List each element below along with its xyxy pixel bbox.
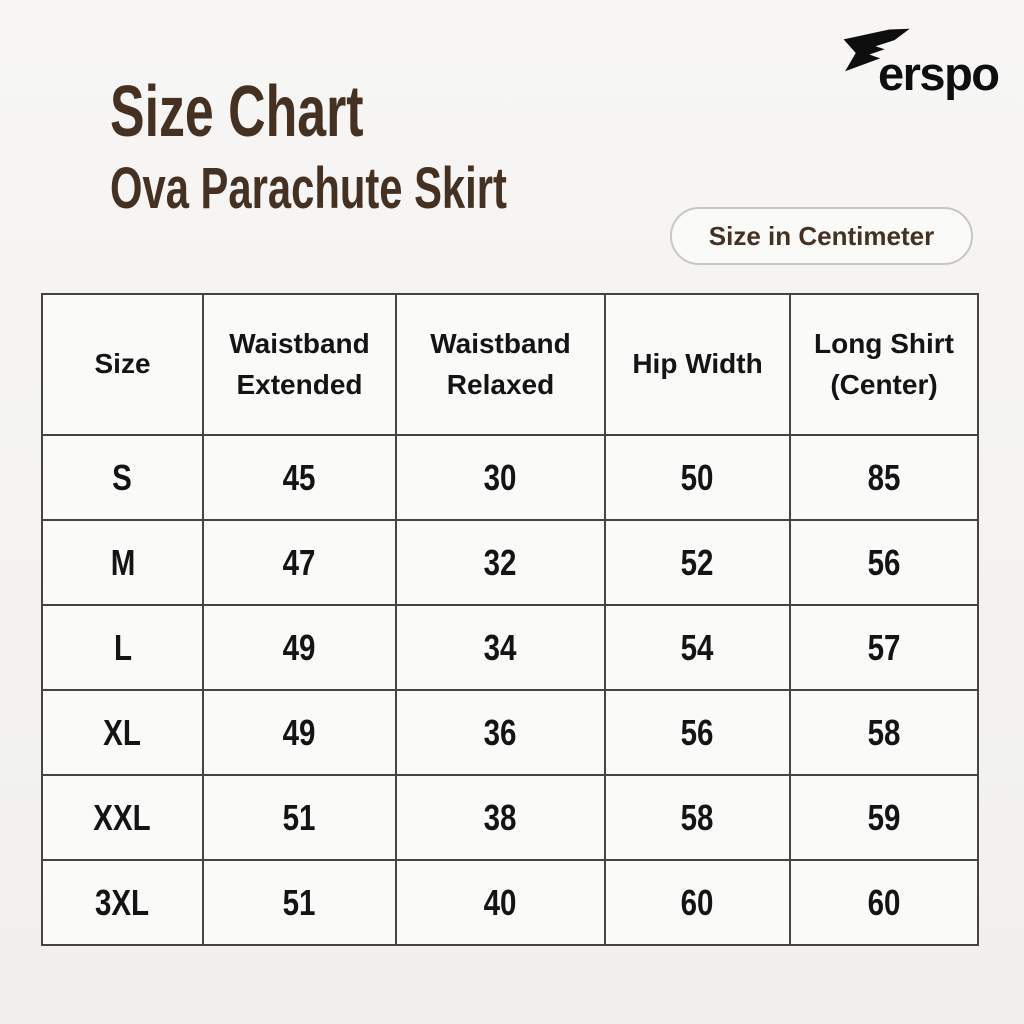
value-cell: 59 bbox=[789, 774, 979, 861]
value-cell: 60 bbox=[604, 859, 791, 946]
table-row-xl: XL 49 36 56 58 bbox=[41, 689, 979, 776]
table-row-m: M 47 32 52 56 bbox=[41, 519, 979, 606]
value-cell: 52 bbox=[604, 519, 791, 606]
value-cell: 36 bbox=[395, 689, 606, 776]
unit-badge: Size in Centimeter bbox=[670, 207, 973, 265]
page-subtitle: Ova Parachute Skirt bbox=[110, 156, 507, 221]
value-cell: 51 bbox=[202, 859, 397, 946]
value-cell: 34 bbox=[395, 604, 606, 691]
header-cell-waistband-relaxed: Waistband Relaxed bbox=[395, 293, 606, 436]
table-row-xxl: XXL 51 38 58 59 bbox=[41, 774, 979, 861]
header-cell-hip-width: Hip Width bbox=[604, 293, 791, 436]
value-cell: 51 bbox=[202, 774, 397, 861]
value-cell: 47 bbox=[202, 519, 397, 606]
value-cell: 60 bbox=[789, 859, 979, 946]
value-cell: 85 bbox=[789, 434, 979, 521]
brand-name: erspo bbox=[878, 47, 1000, 100]
value-cell: 40 bbox=[395, 859, 606, 946]
table-row-s: S 45 30 50 85 bbox=[41, 434, 979, 521]
header-cell-waistband-extended: Waistband Extended bbox=[202, 293, 397, 436]
value-cell: 56 bbox=[604, 689, 791, 776]
value-cell: 58 bbox=[789, 689, 979, 776]
value-cell: 38 bbox=[395, 774, 606, 861]
size-label: S bbox=[41, 434, 204, 521]
size-label: 3XL bbox=[41, 859, 204, 946]
value-cell: 45 bbox=[202, 434, 397, 521]
table-row-l: L 49 34 54 57 bbox=[41, 604, 979, 691]
value-cell: 30 bbox=[395, 434, 606, 521]
size-label: XL bbox=[41, 689, 204, 776]
value-cell: 58 bbox=[604, 774, 791, 861]
value-cell: 49 bbox=[202, 689, 397, 776]
page-title: Size Chart bbox=[110, 72, 364, 152]
value-cell: 49 bbox=[202, 604, 397, 691]
size-label: XXL bbox=[41, 774, 204, 861]
size-label: M bbox=[41, 519, 204, 606]
value-cell: 54 bbox=[604, 604, 791, 691]
size-chart-table: Size Waistband Extended Waistband Relaxe… bbox=[41, 293, 979, 946]
value-cell: 56 bbox=[789, 519, 979, 606]
value-cell: 32 bbox=[395, 519, 606, 606]
unit-badge-label: Size in Centimeter bbox=[708, 220, 935, 251]
erspo-arrow-icon bbox=[843, 28, 910, 72]
value-cell: 57 bbox=[789, 604, 979, 691]
header-cell-size: Size bbox=[41, 293, 204, 436]
value-cell: 50 bbox=[604, 434, 791, 521]
table-row-3xl: 3XL 51 40 60 60 bbox=[41, 859, 979, 946]
table-header-row: Size Waistband Extended Waistband Relaxe… bbox=[41, 293, 979, 436]
header-cell-long-shirt-center: Long Shirt (Center) bbox=[789, 293, 979, 436]
size-label: L bbox=[41, 604, 204, 691]
